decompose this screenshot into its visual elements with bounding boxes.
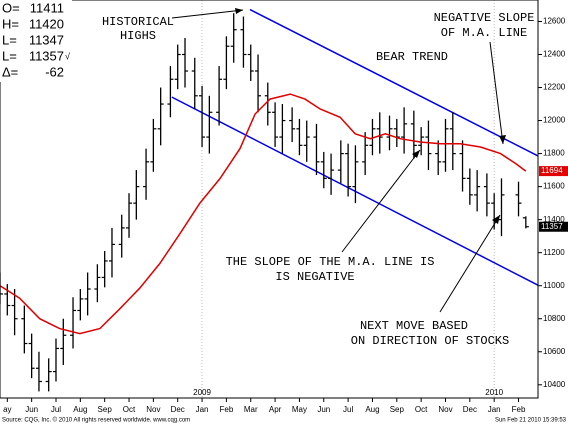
quote-label: L= (2, 48, 17, 63)
y-tick-label: 11600 (543, 182, 565, 191)
arrow-head (412, 150, 420, 158)
y-tick-label: 11000 (543, 281, 565, 290)
y-tick-label: 10800 (543, 314, 566, 323)
x-tick-label: Jun (25, 405, 38, 414)
quote-value: -62 (45, 64, 64, 79)
ma-price-tag-box (539, 166, 568, 177)
annotation-text: NEGATIVE SLOPE (434, 11, 535, 25)
annotation-ma-slope: THE SLOPE OF THE M.A. LINE IS IS NEGATIV… (226, 149, 435, 284)
quote-box: O= 11411 H= 11420 L= 11347 L= 11357 √ Δ=… (0, 0, 72, 82)
y-tick-label: 11200 (543, 248, 565, 257)
x-tick-label: Jun (317, 405, 330, 414)
quote-value: 11357 (29, 48, 64, 63)
x-tick-label: Feb (512, 405, 526, 414)
y-tick-label: 12600 (543, 17, 566, 26)
x-tick-label: ay (3, 405, 11, 414)
x-tick-label: Sep (98, 405, 113, 414)
x-tick-label: Oct (415, 405, 428, 414)
annotation-historical-highs: HISTORICAL HIGHS (102, 8, 244, 43)
x-tick-label: Jul (343, 405, 353, 414)
x-tick-label: Feb (219, 405, 233, 414)
x-tick-label: Sep (390, 405, 405, 414)
quote-value: 11411 (30, 0, 64, 15)
x-tick-label: Jan (196, 405, 209, 414)
x-tick-label: Jan (488, 405, 501, 414)
annotation-text: NEXT MOVE BASED (360, 319, 468, 333)
annotation-text: HIGHS (120, 29, 156, 43)
year-label: 2009 (193, 388, 211, 397)
trend-line (249, 8, 539, 157)
x-tick-label: May (292, 405, 307, 414)
y-tick-label: 10400 (543, 380, 566, 389)
arrow (439, 214, 501, 313)
annotation-text: OF M.A. LINE (441, 26, 527, 40)
arrow (341, 149, 421, 253)
last-price-tag-box (539, 221, 568, 232)
quote-value: 11420 (29, 16, 64, 31)
quote-background (0, 0, 72, 82)
plot-frame (0, 0, 539, 399)
timestamp: Sun Feb 21 2010 15:39:53 (495, 418, 567, 424)
y-tick-label: 11800 (543, 149, 565, 158)
x-tick-label: Nov (438, 405, 452, 414)
arrow-head (492, 215, 500, 224)
ma-price-tag: 11694 (541, 166, 563, 175)
x-tick-label: Mar (244, 405, 258, 414)
x-tick-label: Aug (365, 405, 379, 414)
x-tick-label: Jul (51, 405, 61, 414)
last-price-tag: 11357 (541, 222, 563, 231)
x-tick-label: Dec (171, 405, 185, 414)
year-label: 2010 (485, 388, 503, 397)
y-tick-label: 11400 (543, 215, 565, 224)
x-tick-label: Apr (269, 405, 282, 414)
plot-area (0, 0, 539, 398)
annotation-text: THE SLOPE OF THE M.A. LINE IS (226, 255, 435, 269)
arrow (171, 9, 244, 19)
y-tick-label: 12200 (543, 83, 566, 92)
annotation-negative-slope: NEGATIVE SLOPE OF M.A. LINE (434, 11, 535, 145)
annotation-text: IS NEGATIVE (275, 270, 354, 284)
y-tick-label: 12000 (543, 116, 566, 125)
arrow (489, 41, 504, 145)
arrow-head (235, 8, 243, 14)
y-tick-label: 12400 (543, 50, 566, 59)
x-tick-label: Aug (73, 405, 87, 414)
annotation-next-move: NEXT MOVE BASED ON DIRECTION OF STOCKS (351, 214, 509, 348)
quote-label: O= (2, 0, 20, 15)
x-tick-label: Oct (123, 405, 136, 414)
annotation-text: ON DIRECTION OF STOCKS (351, 334, 509, 348)
quote-label: H= (2, 16, 19, 31)
annotation-text: BEAR TREND (376, 50, 448, 64)
quote-label: L= (2, 32, 17, 47)
arrow-head (499, 135, 506, 144)
annotation-text: HISTORICAL (102, 15, 174, 29)
quote-label: Δ= (2, 64, 18, 79)
x-tick-label: Dec (463, 405, 477, 414)
x-tick-label: Nov (146, 405, 160, 414)
quote-value: 11347 (29, 32, 64, 47)
moving-average (0, 93, 527, 335)
y-tick-label: 10600 (543, 347, 566, 356)
quote-check: √ (65, 51, 70, 61)
source: Source: CQG, Inc. © 2010 All rights rese… (2, 417, 190, 424)
